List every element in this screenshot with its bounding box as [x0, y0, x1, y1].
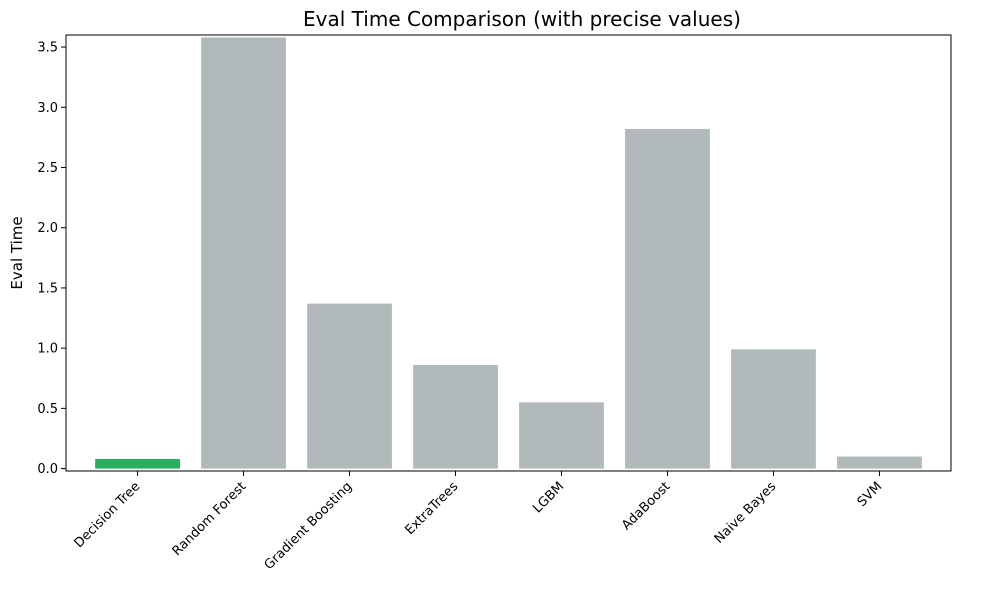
bar-adaboost	[625, 128, 710, 469]
y-tick-label: 0.5	[37, 402, 58, 417]
x-ticks: Decision Tree Random Forest Gradient Boost…	[72, 471, 886, 573]
y-tick-label: 1.5	[37, 281, 58, 296]
plot-frame	[65, 34, 952, 472]
x-tick-label: SVM	[855, 479, 886, 510]
y-tick-label: 2.0	[37, 221, 58, 236]
x-tick-label: Random Forest	[170, 479, 250, 559]
y-tick-label: 0.0	[37, 462, 58, 477]
bar-random-forest	[201, 37, 286, 469]
bar-gradient-boosting	[307, 303, 392, 469]
x-tick-label: ExtraTrees	[403, 479, 462, 538]
bar-decision-tree	[95, 458, 180, 469]
y-axis-label: Eval Time	[8, 216, 26, 289]
x-tick-label: Gradient Boosting	[262, 479, 356, 573]
y-tick-label: 3.5	[37, 41, 58, 56]
y-ticks: 0.0 0.5 1.0 1.5 2.0 2.5 3.0 3.5	[37, 41, 66, 477]
x-tick-label: LGBM	[530, 479, 567, 516]
bar-naive-bayes	[731, 349, 816, 469]
y-tick-label: 3.0	[37, 101, 58, 116]
y-tick-label: 1.0	[37, 342, 58, 357]
y-tick-label: 2.5	[37, 161, 58, 176]
x-tick-label: AdaBoost	[619, 479, 673, 533]
x-tick-label: Decision Tree	[72, 479, 144, 551]
bar-lgbm	[519, 402, 604, 469]
x-tick-label: Naive Bayes	[712, 479, 780, 547]
bar-extratrees	[413, 365, 498, 469]
bars	[95, 37, 922, 469]
chart-title: Eval Time Comparison (with precise value…	[303, 7, 741, 31]
bar-svm	[837, 456, 922, 469]
